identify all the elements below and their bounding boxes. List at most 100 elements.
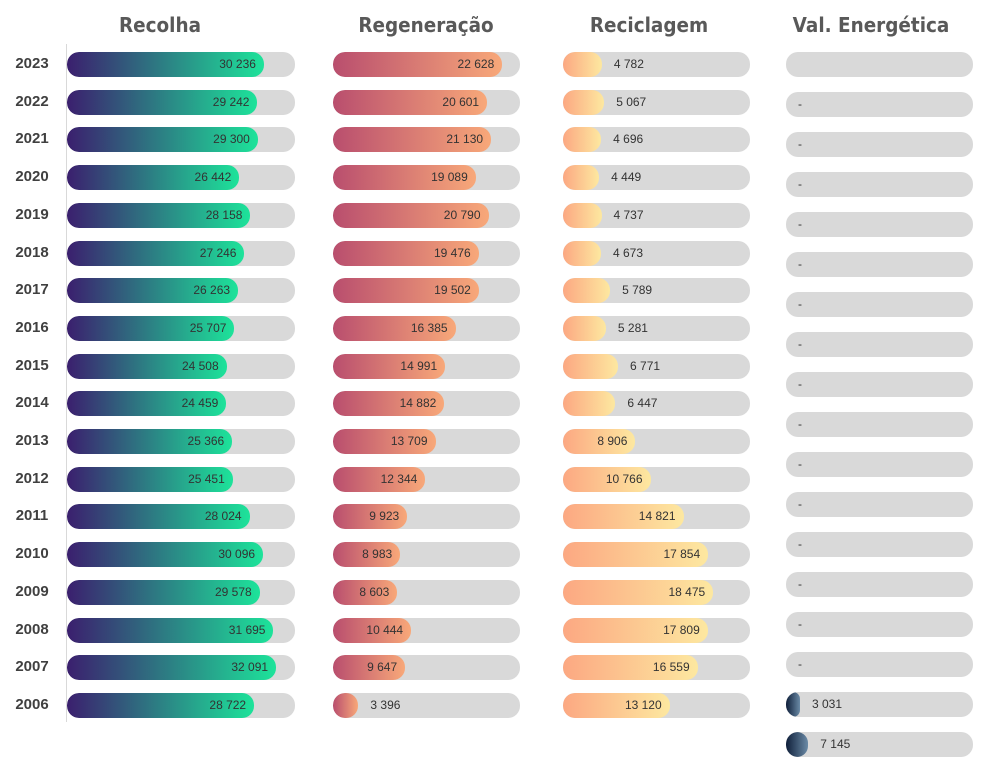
bar-regeneracao-2012 bbox=[333, 466, 426, 492]
data-label-reciclagem-2018: 4 673 bbox=[612, 245, 644, 260]
chart-recolha-title: Recolha bbox=[118, 13, 202, 37]
data-label-val-energetica-2007: 3 031 bbox=[812, 697, 843, 711]
bar-regeneracao-2014 bbox=[333, 391, 445, 417]
bar-recolha-2016 bbox=[67, 315, 235, 341]
data-label-reciclagem-2021: 4 696 bbox=[613, 132, 644, 147]
bar-track-regeneracao-2012: 12 344 bbox=[333, 466, 520, 492]
data-label-regeneracao-2013: 13 709 bbox=[390, 434, 428, 448]
year-label-2011: 2011 bbox=[15, 507, 49, 525]
data-label-recolha-2010: 30 096 bbox=[218, 547, 256, 562]
data-label-recolha-2020: 26 442 bbox=[194, 170, 232, 185]
data-label-regeneracao-2008: 10 444 bbox=[366, 622, 404, 637]
bar-recolha-2015 bbox=[67, 353, 227, 379]
bar-track-val-energetica-2020: - bbox=[786, 172, 973, 197]
bar-reciclagem-2015 bbox=[563, 353, 619, 379]
year-label-2019: 2019 bbox=[15, 205, 49, 223]
bar-track-reciclagem-2021: 4 696 bbox=[563, 127, 750, 153]
year-label-2014: 2014 bbox=[15, 394, 49, 412]
bar-regeneracao-2016 bbox=[333, 315, 456, 341]
data-label-regeneracao-2020: 19 089 bbox=[431, 170, 468, 185]
year-label-2021: 2021 bbox=[15, 130, 49, 148]
data-label-reciclagem-2009: 18 475 bbox=[668, 584, 706, 599]
bar-reciclagem-2011 bbox=[563, 504, 684, 530]
data-label-regeneracao-2015: 14 991 bbox=[400, 358, 438, 373]
bar-track-reciclagem-2022: 5 067 bbox=[563, 89, 750, 115]
bar-track-val-energetica-2017: - bbox=[786, 292, 973, 317]
data-label-recolha-2021: 29 300 bbox=[213, 132, 250, 147]
bar-reciclagem-2019 bbox=[563, 202, 602, 228]
bar-regeneracao-2006 bbox=[333, 692, 359, 718]
year-label-2017: 2017 bbox=[15, 281, 49, 299]
year-label-2018: 2018 bbox=[15, 243, 49, 261]
bar-reciclagem-2018 bbox=[563, 240, 601, 266]
data-label-reciclagem-2019: 4 737 bbox=[613, 207, 644, 222]
data-label-regeneracao-2009: 8 603 bbox=[359, 584, 390, 599]
bar-track-reciclagem-2018: 4 673 bbox=[563, 240, 750, 266]
bar-track-val-energetica-2018: - bbox=[786, 252, 973, 277]
bar-track-regeneracao-2019: 20 790 bbox=[333, 202, 520, 228]
category-axis-line bbox=[66, 44, 67, 722]
data-label-recolha-2006: 28 722 bbox=[209, 697, 247, 712]
bar-track-regeneracao-2013: 13 709 bbox=[333, 429, 520, 454]
bar-track-recolha-2013: 25 366 bbox=[67, 429, 295, 454]
data-label-reciclagem-2012: 10 766 bbox=[605, 471, 643, 486]
bar-reciclagem-2014 bbox=[563, 391, 616, 417]
bar-track-recolha-2008: 31 695 bbox=[67, 617, 295, 643]
data-label-recolha-2016: 25 707 bbox=[189, 320, 227, 335]
bar-track-reciclagem-2009: 18 475 bbox=[563, 579, 750, 605]
bar-track-recolha-2018: 27 246 bbox=[67, 240, 295, 266]
bar-track-recolha-2023: 30 236 bbox=[67, 52, 295, 77]
bar-track-reciclagem-2015: 6 771 bbox=[563, 353, 750, 379]
bar-regeneracao-2011 bbox=[333, 504, 408, 530]
bar-recolha-2018 bbox=[67, 240, 245, 266]
bar-regeneracao-2021 bbox=[333, 127, 492, 153]
bar-recolha-2019 bbox=[67, 202, 251, 228]
bar-reciclagem-2012 bbox=[563, 466, 651, 492]
data-label-reciclagem-2020: 4 449 bbox=[611, 170, 642, 185]
data-label-regeneracao-2011: 9 923 bbox=[369, 509, 400, 524]
data-label-recolha-2018: 27 246 bbox=[199, 245, 237, 260]
data-label-reciclagem-2014: 6 447 bbox=[627, 396, 658, 411]
bar-reciclagem-2010 bbox=[563, 542, 709, 568]
data-label-reciclagem-2011: 14 821 bbox=[638, 509, 676, 524]
bar-reciclagem-2016 bbox=[563, 315, 606, 341]
bar-regeneracao-2020 bbox=[333, 165, 476, 191]
data-label-val-energetica-2019: - bbox=[798, 217, 802, 231]
bar-reciclagem-2021 bbox=[563, 127, 602, 153]
bar-track-regeneracao-2018: 19 476 bbox=[333, 240, 520, 266]
data-label-regeneracao-2014: 14 882 bbox=[399, 396, 437, 411]
data-label-val-energetica-2021: - bbox=[798, 137, 802, 151]
bar-track-regeneracao-2022: 20 601 bbox=[333, 89, 520, 115]
bar-regeneracao-2007 bbox=[333, 655, 406, 681]
data-label-val-energetica-2010: - bbox=[798, 577, 802, 591]
bar-track-recolha-2012: 25 451 bbox=[67, 466, 295, 492]
bar-reciclagem-2017 bbox=[563, 278, 611, 304]
data-label-recolha-2015: 24 508 bbox=[181, 358, 219, 373]
bar-recolha-2010 bbox=[67, 542, 264, 568]
bar-regeneracao-2017 bbox=[333, 278, 479, 304]
bar-recolha-2023 bbox=[67, 52, 264, 77]
bar-track-regeneracao-2017: 19 502 bbox=[333, 278, 520, 304]
bar-track-regeneracao-2008: 10 444 bbox=[333, 617, 520, 643]
bar-regeneracao-2010 bbox=[333, 542, 401, 568]
bar-track-reciclagem-2017: 5 789 bbox=[563, 278, 750, 304]
year-label-2010: 2010 bbox=[15, 545, 49, 563]
bar-track-recolha-2017: 26 263 bbox=[67, 278, 295, 304]
data-label-regeneracao-2018: 19 476 bbox=[433, 245, 471, 260]
bar-track-recolha-2010: 30 096 bbox=[67, 542, 295, 568]
year-label-2022: 2022 bbox=[15, 92, 49, 110]
data-label-val-energetica-2015: - bbox=[798, 377, 802, 391]
bar-reciclagem-2013 bbox=[563, 429, 636, 454]
data-label-recolha-2022: 29 242 bbox=[212, 94, 250, 109]
bar-track-val-energetica-2012: - bbox=[786, 492, 973, 517]
bar-track-recolha-2020: 26 442 bbox=[67, 165, 295, 191]
data-label-recolha-2011: 28 024 bbox=[204, 509, 242, 524]
data-label-reciclagem-2016: 5 281 bbox=[617, 320, 648, 335]
data-label-regeneracao-2022: 20 601 bbox=[442, 94, 480, 109]
bar-track-val-energetica-2015: - bbox=[786, 372, 973, 397]
bar-track-regeneracao-2009: 8 603 bbox=[333, 579, 520, 605]
bar-track-val-energetica-2009: - bbox=[786, 612, 973, 637]
bar-track-recolha-2015: 24 508 bbox=[67, 353, 295, 379]
chart-reciclagem-title: Reciclagem bbox=[589, 13, 709, 37]
bar-track-regeneracao-2015: 14 991 bbox=[333, 353, 520, 379]
